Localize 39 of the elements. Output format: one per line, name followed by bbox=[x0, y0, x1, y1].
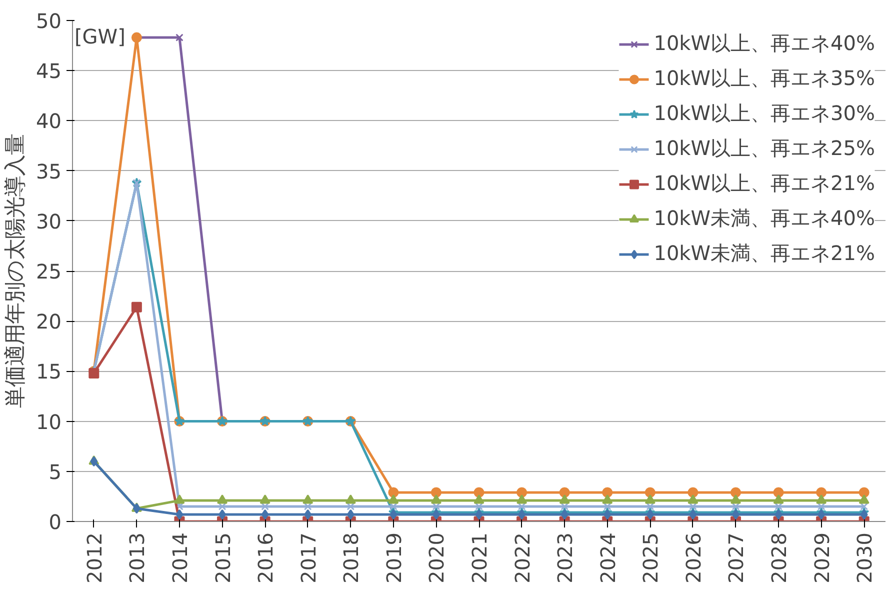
x-tick-label: 2019 bbox=[382, 532, 406, 584]
x-tick-label: 2015 bbox=[210, 532, 235, 584]
y-tick-label: 30 bbox=[36, 209, 62, 234]
legend-label: 10kW未満、再エネ40% bbox=[654, 205, 875, 232]
x-tick-label: 2020 bbox=[424, 532, 449, 584]
x-tick-label: 2023 bbox=[553, 532, 578, 584]
y-tick-label: 20 bbox=[36, 310, 62, 334]
x-tick-label: 2012 bbox=[82, 532, 106, 584]
x-tick-label: 2016 bbox=[254, 532, 278, 584]
x-tick-label: 2024 bbox=[596, 532, 620, 584]
y-tick-label: 35 bbox=[36, 159, 62, 184]
x-tick-label: 2025 bbox=[638, 532, 663, 584]
legend-label: 10kW以上、再エネ40% bbox=[654, 30, 875, 57]
legend-label: 10kW以上、再エネ35% bbox=[654, 65, 875, 92]
x-tick-label: 2017 bbox=[296, 532, 320, 584]
x-tick-label: 2028 bbox=[767, 532, 792, 584]
x-tick-label: 2027 bbox=[724, 532, 748, 584]
y-tick-label: 5 bbox=[48, 460, 62, 484]
annotation: [GW] bbox=[74, 24, 126, 48]
y-tick-label: 40 bbox=[36, 109, 62, 134]
legend-label: 10kW未満、再エネ21% bbox=[654, 240, 875, 267]
y-tick-label: 15 bbox=[36, 360, 62, 384]
legend-label: 10kW以上、再エネ25% bbox=[654, 135, 875, 162]
x-tick-label: 2018 bbox=[339, 532, 364, 584]
y-tick-label: 10 bbox=[36, 410, 62, 434]
x-tick-label: 2021 bbox=[468, 532, 492, 584]
legend-label: 10kW以上、再エネ30% bbox=[654, 100, 875, 127]
x-tick-label: 2022 bbox=[510, 532, 534, 584]
y-tick-label: 25 bbox=[36, 260, 62, 284]
x-tick-label: 2014 bbox=[168, 532, 192, 584]
x-tick-label: 2029 bbox=[810, 532, 834, 584]
y-tick-label: 0 bbox=[48, 510, 62, 534]
y-axis-title: 単価適用年別の太陽光導入量 bbox=[3, 134, 28, 408]
legend-label: 10kW以上、再エネ21% bbox=[654, 170, 875, 197]
y-tick-label: 45 bbox=[36, 59, 62, 84]
y-tick-label: 50 bbox=[36, 9, 62, 33]
x-tick-label: 2030 bbox=[852, 532, 877, 584]
x-tick-label: 2013 bbox=[125, 532, 150, 584]
x-tick-label: 2026 bbox=[681, 532, 706, 584]
